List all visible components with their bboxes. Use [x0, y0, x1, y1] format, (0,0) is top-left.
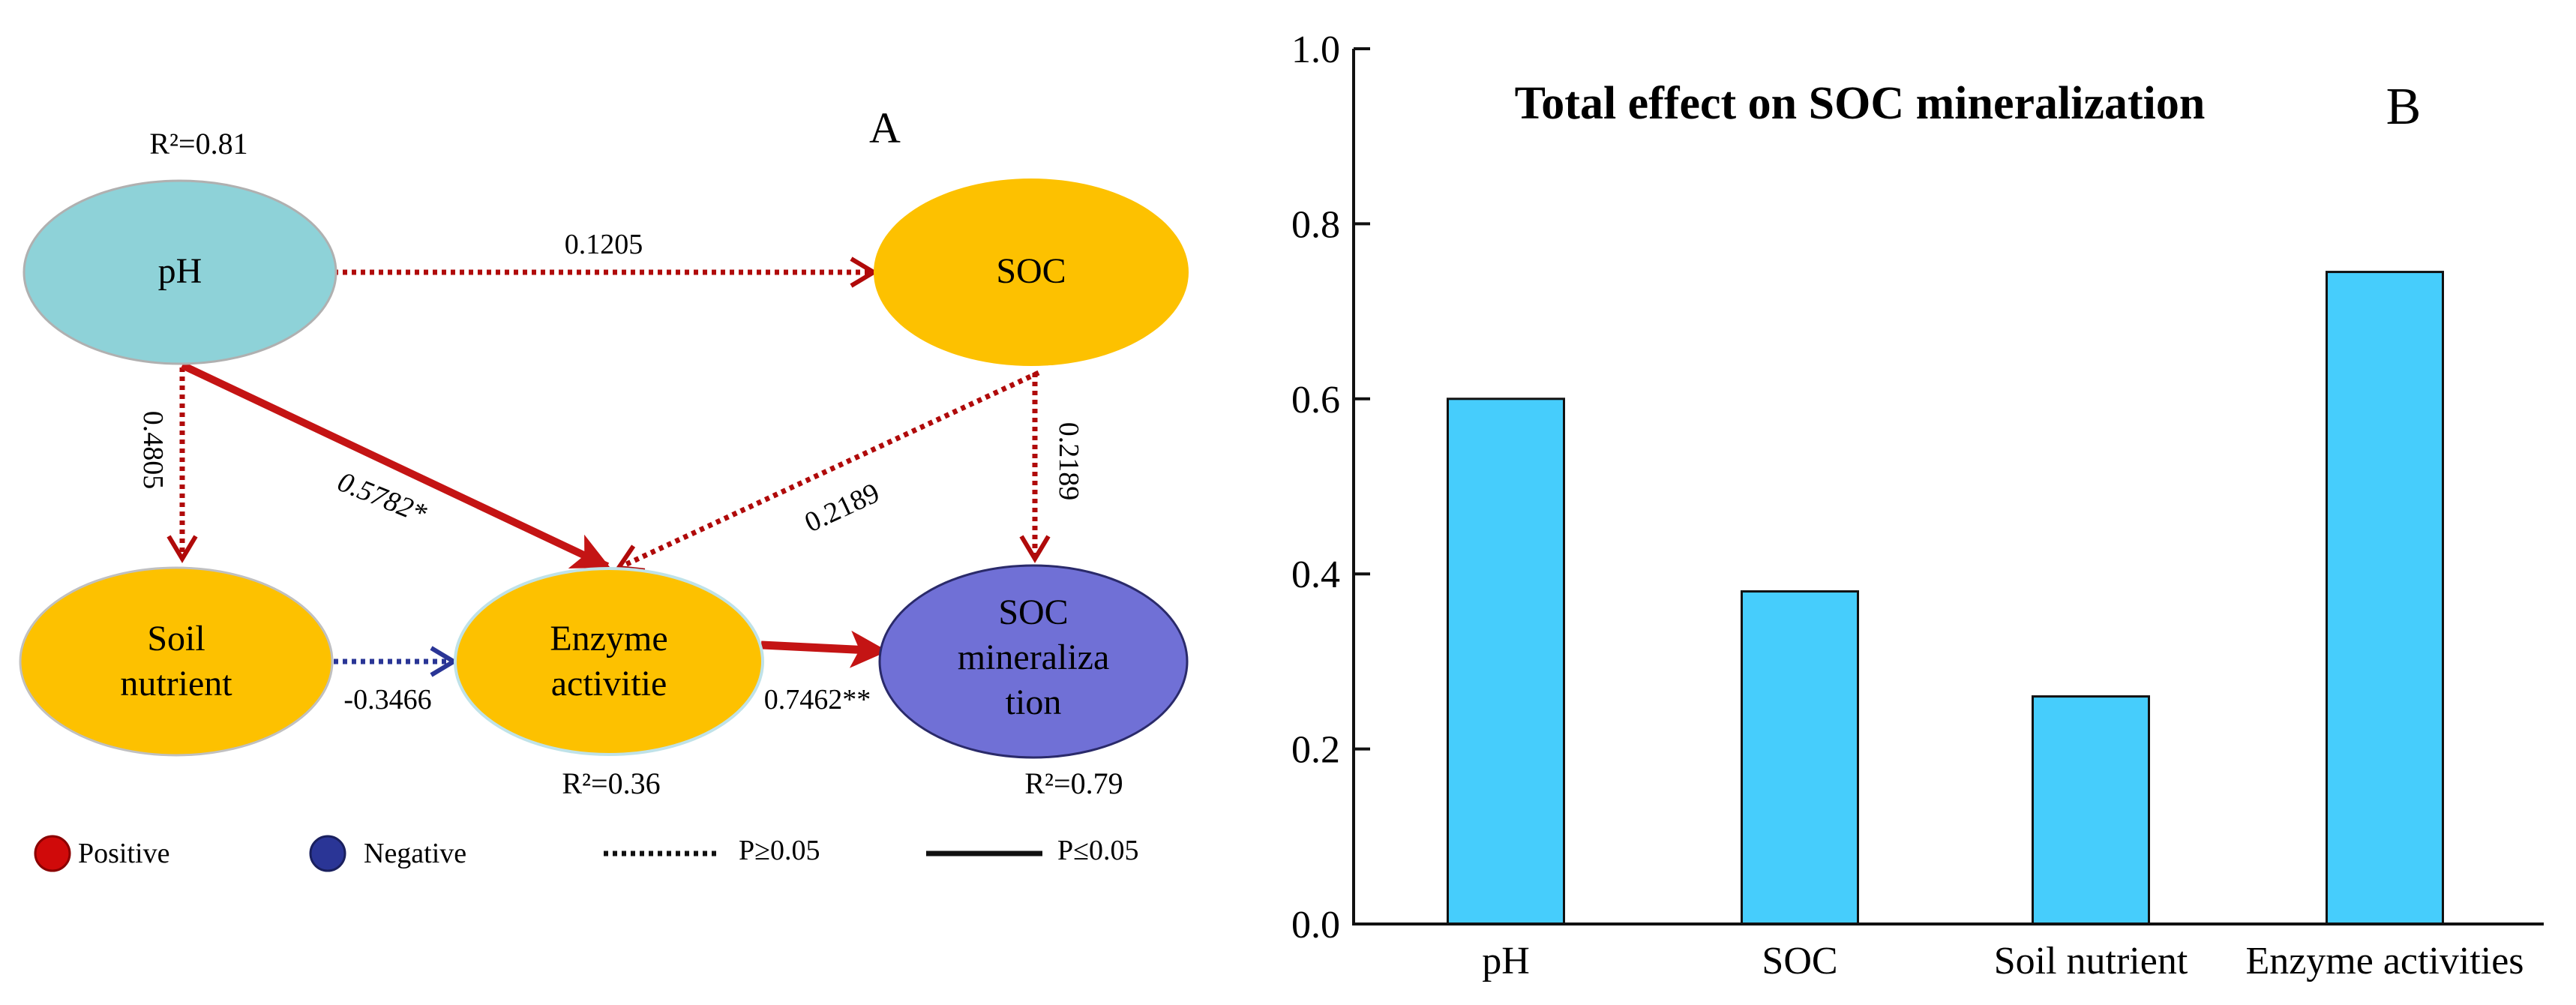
x-tick-label: Soil nutrient: [1994, 940, 2188, 982]
r2-socmin: R²=0.79: [1024, 766, 1123, 800]
node-soil-nutrient: Soil nutrient: [19, 566, 334, 757]
panel-b-label: B: [2386, 78, 2422, 136]
node-socmin-label-1: SOC: [998, 592, 1068, 632]
panel-a-label: A: [869, 104, 901, 152]
node-soc: SOC: [874, 178, 1189, 366]
legend-dotted-label: P≥0.05: [739, 835, 820, 866]
node-enzyme: Enzyme activitie: [454, 567, 764, 756]
y-tick-label: 0.8: [1291, 203, 1340, 246]
coef-soc-enzyme: 0.2189: [800, 477, 884, 538]
legend: Positive Negative P≥0.05 P≤0.05: [34, 835, 1139, 872]
y-tick-label: 1.0: [1291, 28, 1340, 71]
bars: [1447, 271, 2444, 926]
path-soc-enzyme: [614, 370, 1040, 573]
coef-soil-enzyme: -0.3466: [343, 684, 431, 716]
legend-solid-label: P≤0.05: [1057, 835, 1139, 866]
y-tick-label: 0.4: [1291, 554, 1340, 596]
y-tick-label: 0.6: [1291, 379, 1340, 422]
y-axis-ticks: 0.0 0.2 0.4 0.6 0.8 1.0: [1291, 28, 1370, 946]
bar-ph: [1447, 398, 1565, 926]
node-ph-label: pH: [158, 251, 202, 291]
coef-soc-socmin: 0.2189: [1053, 422, 1084, 501]
bar-soc: [1741, 590, 1859, 926]
panel-b: Total effect on SOC mineralization B 0.0…: [1291, 28, 2544, 982]
x-tick-label: pH: [1482, 940, 1530, 982]
x-tick-label: Enzyme activities: [2245, 940, 2524, 982]
y-tick-label: 0.0: [1291, 904, 1340, 946]
node-soc-mineralization: SOC mineraliza tion: [878, 564, 1189, 759]
node-enzyme-label-2: activitie: [551, 664, 667, 704]
y-tick-label: 0.2: [1291, 729, 1340, 772]
node-socmin-label-3: tion: [1006, 682, 1062, 722]
r2-enzyme: R²=0.36: [562, 766, 660, 800]
coef-enzyme-socmin: 0.7462**: [764, 684, 871, 716]
legend-negative-label: Negative: [364, 838, 466, 869]
bar-soil-nutrient: [2032, 695, 2150, 926]
r2-ph: R²=0.81: [149, 127, 247, 160]
path-ph-enzyme: [180, 362, 610, 570]
x-tick-label: SOC: [1762, 940, 1837, 982]
x-axis-labels: pH SOC Soil nutrient Enzyme activities: [1482, 940, 2524, 982]
node-socmin-label-2: mineraliza: [958, 638, 1110, 677]
node-soil-label-2: nutrient: [120, 664, 232, 704]
coef-ph-soc: 0.1205: [565, 229, 643, 260]
panel-a: A 0.1205 0.4805 0.5782* 0.2189 0.2189 -0…: [19, 104, 1189, 872]
legend-positive-label: Positive: [78, 838, 169, 869]
bar-enzyme-activities: [2326, 271, 2444, 926]
path-enzyme-socmin: [760, 630, 888, 668]
coef-ph-soil: 0.4805: [137, 411, 169, 490]
chart-title: Total effect on SOC mineralization: [1515, 78, 2206, 129]
node-soil-label-1: Soil: [147, 619, 205, 658]
legend-positive-dot: [34, 835, 71, 872]
node-enzyme-label-1: Enzyme: [550, 619, 667, 658]
legend-negative-dot: [309, 835, 346, 872]
node-soc-label: SOC: [996, 251, 1066, 291]
node-ph: pH: [22, 179, 337, 365]
